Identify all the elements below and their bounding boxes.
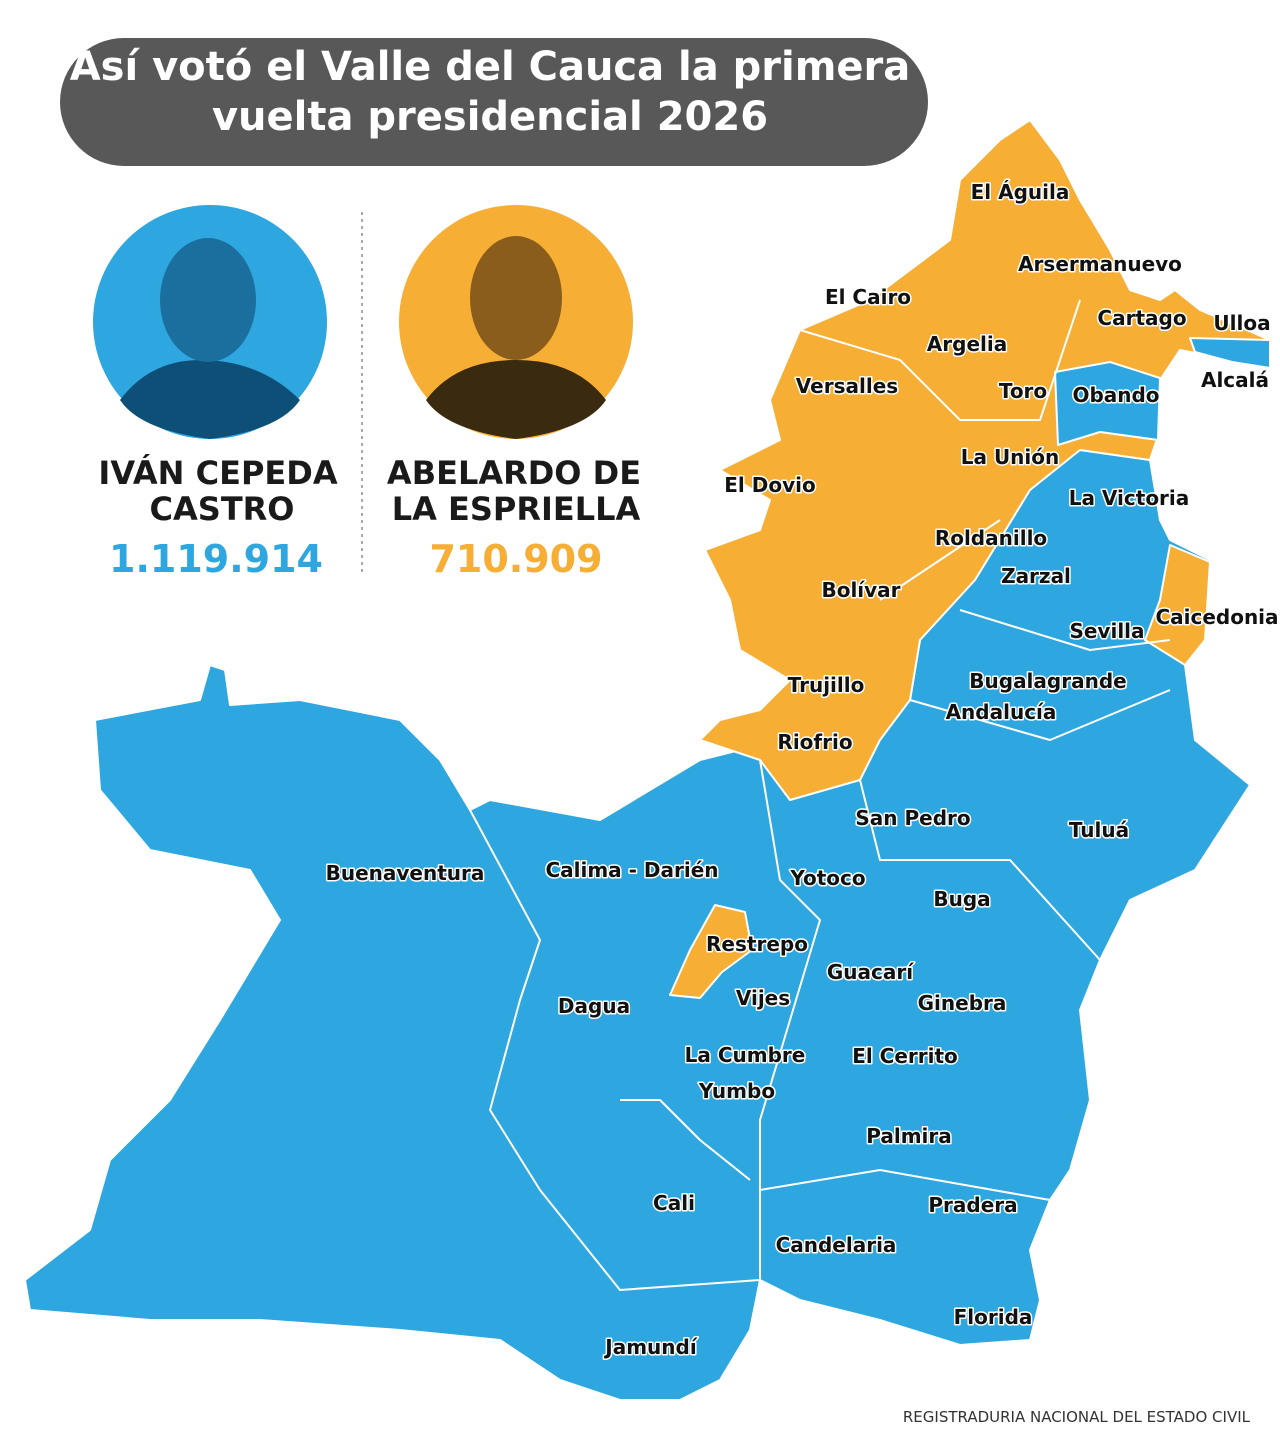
source: REGISTRADURIA NACIONAL DEL ESTADO CIVIL xyxy=(903,1408,1251,1426)
candidate-name: ABELARDO DE xyxy=(387,454,641,492)
municipality-label: Roldanillo xyxy=(935,526,1047,550)
photo-silhouette xyxy=(160,238,256,362)
title-banner xyxy=(60,38,928,166)
boundary xyxy=(469,809,761,1291)
municipality-label: Ulloa xyxy=(1213,311,1270,335)
boundary xyxy=(799,299,1081,421)
municipality-label: Candelaria xyxy=(776,1233,897,1257)
municipality-label: Restrepo xyxy=(706,932,808,956)
region-orange xyxy=(1144,544,1211,666)
municipality-label: Cali xyxy=(653,1191,695,1215)
region-blue xyxy=(24,449,1251,1401)
boundary xyxy=(909,689,1171,741)
municipality-label: El Dovio xyxy=(724,473,815,497)
municipality-label: Zarzal xyxy=(1001,564,1071,588)
candidate-name: LA ESPRIELLA xyxy=(392,490,641,528)
candidate-name: IVÁN CEPEDA xyxy=(98,454,337,492)
municipality-label: El Águila xyxy=(971,180,1070,204)
municipality-label: Riofrio xyxy=(777,730,852,754)
photo-silhouette xyxy=(426,360,606,439)
municipality-label: Vijes xyxy=(736,986,790,1010)
region-orange xyxy=(699,119,1271,801)
boundary xyxy=(959,609,1171,651)
municipality-label: Calima - Darién xyxy=(545,858,718,882)
region-blue xyxy=(1054,361,1161,446)
municipality-label: Buga xyxy=(933,887,990,911)
municipality-label: Yotoco xyxy=(789,866,865,890)
municipality-label: Cartago xyxy=(1097,306,1186,330)
municipality-label: Pradera xyxy=(928,1193,1017,1217)
boundary xyxy=(879,519,1001,601)
municipality-label: Versalles xyxy=(796,374,898,398)
municipality-label: La Cumbre xyxy=(685,1043,806,1067)
municipality-label: Toro xyxy=(999,379,1047,403)
municipality-label: Tuluá xyxy=(1069,818,1129,842)
municipality-label: Arsermanuevo xyxy=(1018,252,1182,276)
municipality-label: La Unión xyxy=(961,445,1060,469)
candidate-votes: 710.909 xyxy=(429,537,602,581)
municipality-label: Ginebra xyxy=(918,991,1007,1015)
municipality-label: Sevilla xyxy=(1069,619,1144,643)
municipality-label: Palmira xyxy=(866,1124,952,1148)
municipality-label: Caicedonia xyxy=(1155,605,1278,629)
candidate-votes: 1.119.914 xyxy=(109,537,323,581)
candidate-name: CASTRO xyxy=(150,490,295,528)
photo-silhouette xyxy=(470,236,562,360)
municipality-label: Dagua xyxy=(558,994,630,1018)
municipality-label: Argelia xyxy=(927,332,1007,356)
municipality-label: Jamundí xyxy=(603,1335,698,1359)
municipality-label: El Cerrito xyxy=(852,1044,958,1068)
municipality-label: San Pedro xyxy=(855,806,970,830)
region-orange xyxy=(669,904,753,999)
municipality-label: Bugalagrande xyxy=(969,669,1126,693)
municipality-label: Trujillo xyxy=(788,673,865,697)
map xyxy=(24,119,1271,1401)
photo-silhouette xyxy=(120,360,300,439)
municipality-label: Yumbo xyxy=(698,1079,775,1103)
municipality-label: Andalucía xyxy=(946,700,1057,724)
boundary xyxy=(759,1169,1051,1201)
municipality-label: La Victoria xyxy=(1069,486,1190,510)
municipality-label: Florida xyxy=(954,1305,1033,1329)
municipality-label: Guacarí xyxy=(827,960,914,984)
title: vuelta presidencial 2026 xyxy=(212,94,768,140)
municipality-label: Alcalá xyxy=(1201,368,1269,392)
boundary xyxy=(620,1099,751,1181)
boundary xyxy=(759,759,821,1280)
boundary xyxy=(859,779,1101,961)
municipality-label: El Cairo xyxy=(825,285,911,309)
municipality-label: Buenaventura xyxy=(326,861,485,885)
title: Así votó el Valle del Cauca la primera xyxy=(70,44,911,90)
municipality-label: Obando xyxy=(1072,383,1159,407)
region-blue xyxy=(1189,337,1271,369)
municipality-label: Bolívar xyxy=(821,578,900,602)
